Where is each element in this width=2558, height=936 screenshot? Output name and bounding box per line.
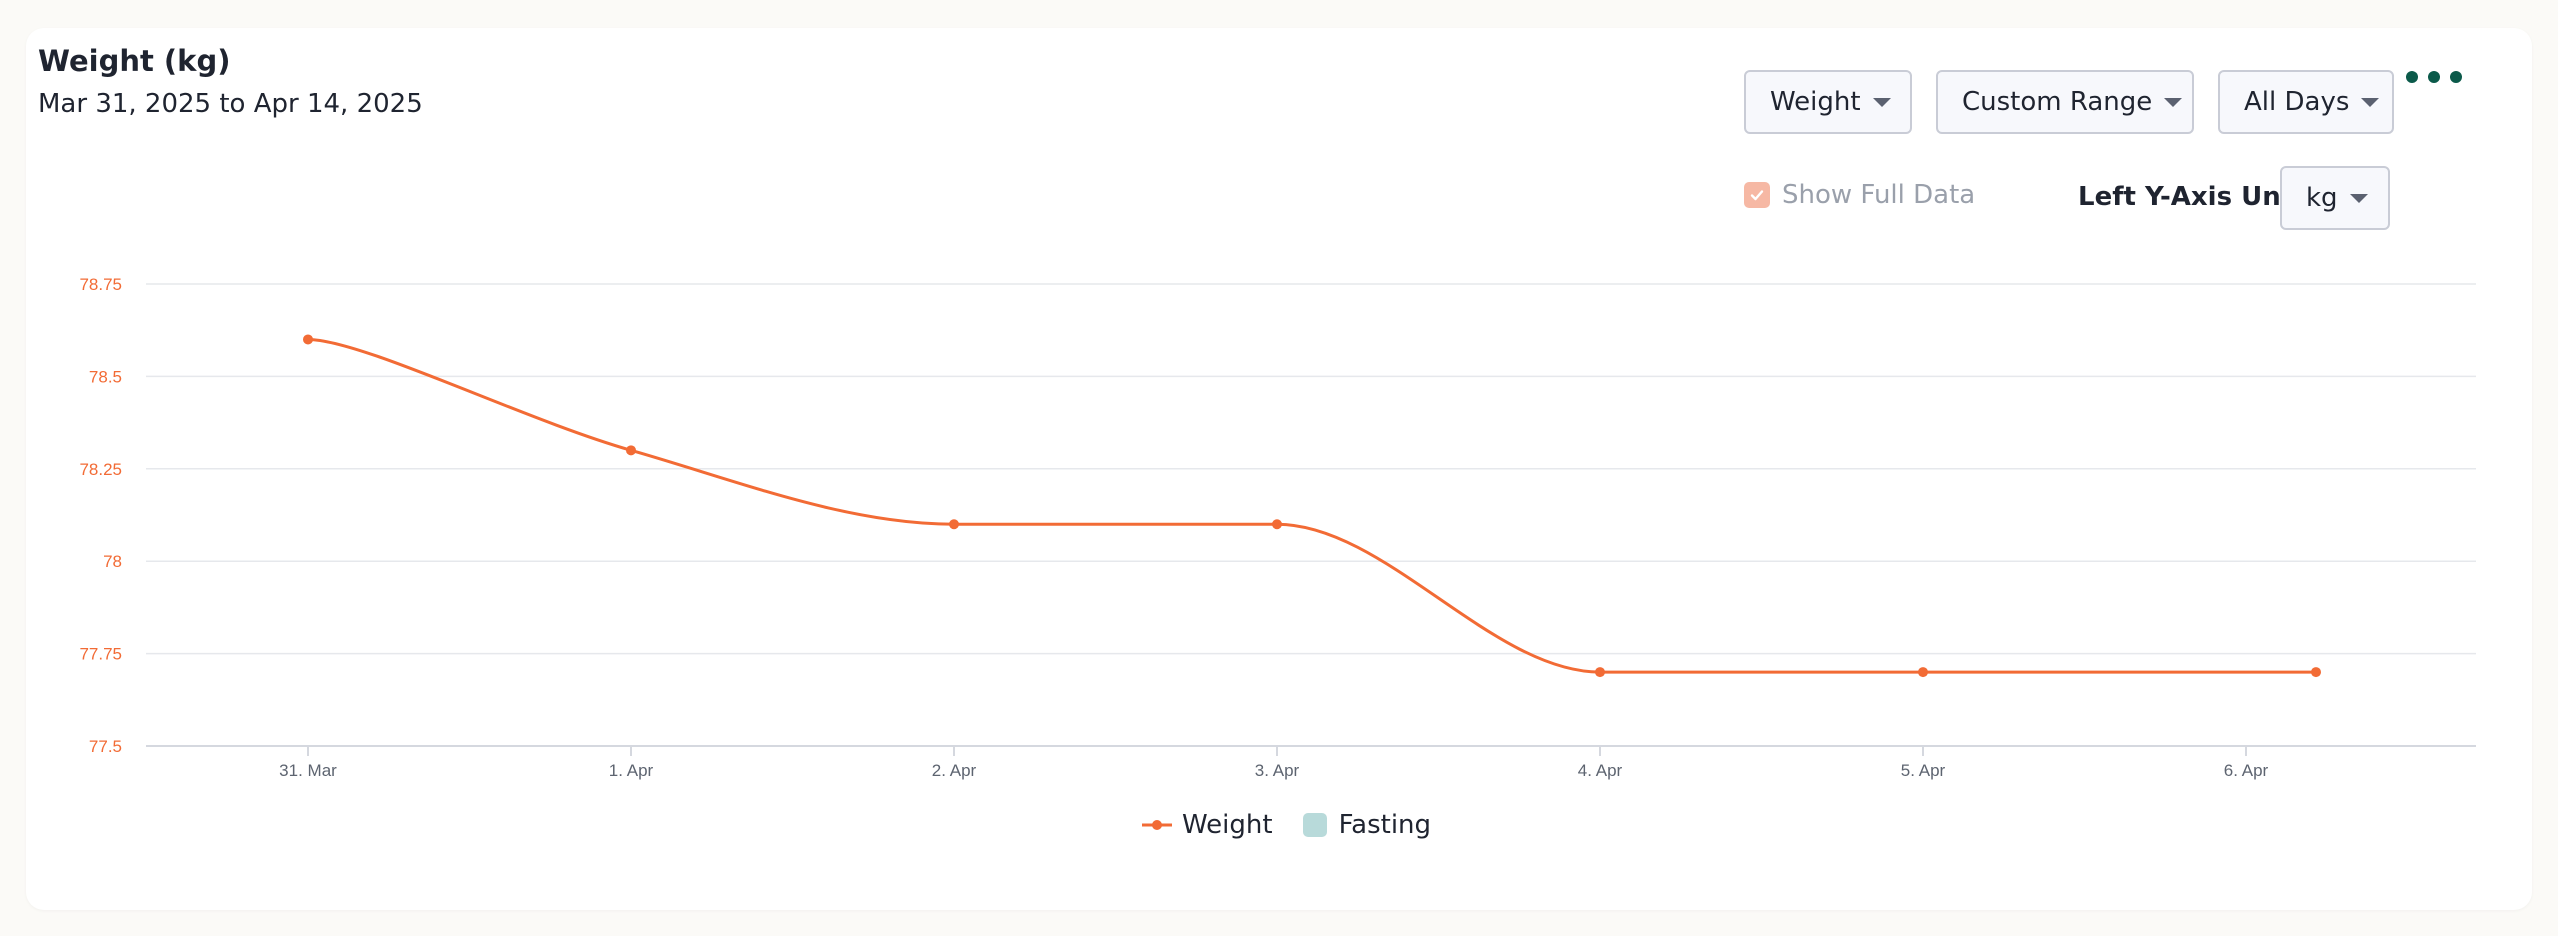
y-tick-label: 78.25 [79,460,122,479]
more-dot [2428,71,2440,83]
show-full-data-checkbox[interactable] [1744,182,1770,208]
chevron-down-icon [2164,97,2183,107]
legend-item-fasting[interactable]: Fasting [1302,810,1432,840]
line-marker-icon [1142,820,1172,830]
metric-dropdown[interactable]: Weight [1744,70,1912,134]
date-range-subtitle: Mar 31, 2025 to Apr 14, 2025 [38,89,423,119]
chart-title: Weight (kg) [38,44,231,78]
y-tick-label: 78.5 [89,367,122,386]
square-swatch-icon [1302,813,1327,837]
legend-label-fasting: Fasting [1338,810,1432,840]
weight-data-point[interactable] [626,445,636,456]
days-dropdown[interactable]: All Days [2218,70,2394,134]
left-axis-unit-value: kg [2306,183,2338,213]
y-tick-label: 78 [103,552,122,571]
left-axis-unit-label: Left Y-Axis Unit [2078,182,2303,212]
x-tick-label: 5. Apr [1901,761,1946,780]
y-tick-label: 77.5 [89,737,122,756]
left-axis-unit-dropdown[interactable]: kg [2280,166,2390,230]
x-tick-label: 31. Mar [279,761,337,780]
range-dropdown[interactable]: Custom Range [1936,70,2194,134]
show-full-data-toggle[interactable]: Show Full Data [1744,180,1975,210]
x-tick-label: 6. Apr [2224,761,2269,780]
x-tick-label: 2. Apr [932,761,977,780]
metric-dropdown-label: Weight [1770,87,1861,117]
x-tick-label: 1. Apr [609,761,654,780]
weight-data-point[interactable] [303,334,313,345]
more-dot [2450,71,2462,83]
days-dropdown-label: All Days [2244,87,2350,117]
legend-item-weight[interactable]: Weight [1142,810,1273,840]
chevron-down-icon [2361,97,2380,107]
more-horizontal-icon [2406,71,2418,83]
y-axis-ticks: 77.5 77.75 78 78.25 78.5 78.75 [79,275,122,756]
weight-data-point[interactable] [1918,667,1928,678]
range-dropdown-label: Custom Range [1962,87,2153,117]
weight-data-point[interactable] [1595,667,1605,678]
chart-gridlines [146,283,2476,747]
weight-data-point[interactable] [2311,667,2321,678]
weight-data-point[interactable] [949,519,959,530]
chevron-down-icon [2349,193,2368,203]
x-tick-label: 4. Apr [1578,761,1623,780]
y-tick-label: 78.75 [79,275,122,294]
chart-legend: Weight Fasting [1142,810,1461,840]
weight-series-line [307,337,2316,674]
x-axis-ticks: 31. Mar 1. Apr 2. Apr 3. Apr 4. Apr 5. Apr 6. … [279,746,2269,780]
chevron-down-icon [1872,97,1891,107]
y-tick-label: 77.75 [79,645,122,664]
legend-label-weight: Weight [1182,810,1273,840]
weight-data-point[interactable] [1272,519,1282,530]
check-icon [1750,190,1764,201]
x-tick-label: 3. Apr [1255,761,1300,780]
more-options-button[interactable] [2406,62,2462,92]
show-full-data-label: Show Full Data [1782,180,1976,210]
weight-series-points [303,334,2321,678]
